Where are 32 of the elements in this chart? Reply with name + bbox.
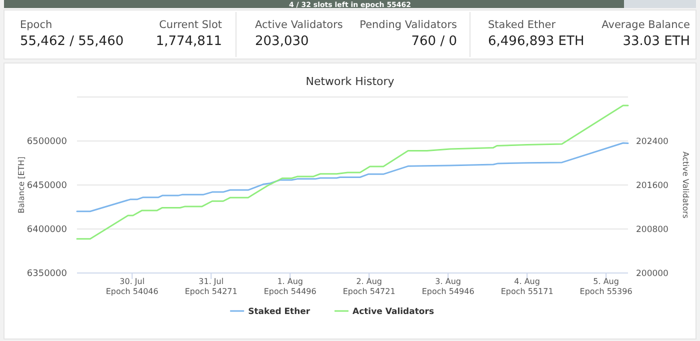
y-axis-title: Balance [ETH]: [17, 156, 26, 214]
x-tick-label: 30. Jul Epoch 54046: [106, 277, 158, 296]
category-label: Average Balance: [602, 19, 690, 31]
text: 1,774,811: [156, 34, 222, 49]
text: 203,030: [255, 34, 309, 49]
y-tick-label: 6500000: [26, 137, 68, 147]
category-label: Active Validators: [255, 19, 343, 31]
x-tick-label: 31. Jul Epoch 54271: [184, 277, 238, 296]
y2-tick-label: 202400: [636, 137, 668, 147]
x-tick-label: 2. Aug Epoch 54721: [342, 277, 396, 296]
category-label: Pending Validators: [360, 19, 457, 31]
y2-tick-label: 200800: [636, 225, 668, 235]
x-tick-label: 5. Aug Epoch 55396: [580, 277, 632, 296]
y-tick-label: 6450000: [26, 181, 68, 191]
text: 6,496,893 ETH: [488, 34, 584, 49]
y-tick-label: 6400000: [26, 225, 68, 235]
category-label: Epoch: [20, 19, 52, 31]
y-tick-label: 6350000: [26, 269, 68, 279]
x-tick-label: 1. Aug Epoch 54496: [264, 277, 316, 296]
chart-title: Network History: [306, 75, 395, 88]
y2-axis-title: Active Validators: [681, 152, 690, 218]
x-tick-label: 3. Aug Epoch 54946: [422, 277, 474, 296]
y2-tick-label: 201600: [636, 181, 668, 191]
text: 33.03 ETH: [622, 34, 690, 49]
y2-tick-label: 200000: [636, 269, 668, 279]
text: 55,462 / 55,460: [20, 34, 124, 49]
legend-label: Active Validators: [352, 307, 434, 317]
legend-label: Staked Ether: [248, 307, 311, 317]
category-label: Staked Ether: [488, 19, 556, 31]
category-label: Current Slot: [159, 19, 222, 31]
x-tick-label: 4. Aug Epoch 55171: [500, 277, 554, 296]
text: 760 / 0: [411, 34, 457, 49]
